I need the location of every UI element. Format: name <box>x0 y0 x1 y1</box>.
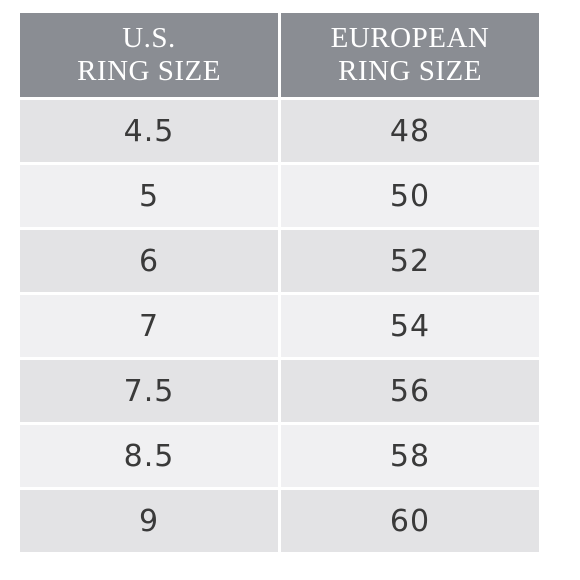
header-eu-line-2: RING SIZE <box>338 55 482 87</box>
table-row: 7.5 56 <box>20 360 539 422</box>
table-row: 4.5 48 <box>20 100 539 162</box>
us-size-cell: 6 <box>20 230 278 292</box>
us-size-cell: 7.5 <box>20 360 278 422</box>
table-row: 5 50 <box>20 165 539 227</box>
table-header: U.S. RING SIZE EUROPEAN RING SIZE <box>20 13 539 97</box>
table-row: 7 54 <box>20 295 539 357</box>
header-eu-line-1: EUROPEAN <box>330 22 490 54</box>
header-us-ring-size: U.S. RING SIZE <box>20 13 278 97</box>
european-size-cell: 56 <box>281 360 539 422</box>
table-row: 6 52 <box>20 230 539 292</box>
us-size-cell: 5 <box>20 165 278 227</box>
european-size-cell: 54 <box>281 295 539 357</box>
header-european-ring-size: EUROPEAN RING SIZE <box>281 13 539 97</box>
table-body: 4.5 48 5 50 6 52 7 54 7.5 56 8.5 58 9 60 <box>20 100 539 552</box>
table-row: 9 60 <box>20 490 539 552</box>
european-size-cell: 48 <box>281 100 539 162</box>
us-size-cell: 4.5 <box>20 100 278 162</box>
european-size-cell: 60 <box>281 490 539 552</box>
us-size-cell: 9 <box>20 490 278 552</box>
header-us-line-1: U.S. <box>122 22 176 54</box>
european-size-cell: 52 <box>281 230 539 292</box>
table-row: 8.5 58 <box>20 425 539 487</box>
header-row: U.S. RING SIZE EUROPEAN RING SIZE <box>20 13 539 97</box>
ring-size-table: U.S. RING SIZE EUROPEAN RING SIZE 4.5 48… <box>17 10 542 555</box>
us-size-cell: 7 <box>20 295 278 357</box>
european-size-cell: 50 <box>281 165 539 227</box>
us-size-cell: 8.5 <box>20 425 278 487</box>
header-us-line-2: RING SIZE <box>77 55 221 87</box>
european-size-cell: 58 <box>281 425 539 487</box>
